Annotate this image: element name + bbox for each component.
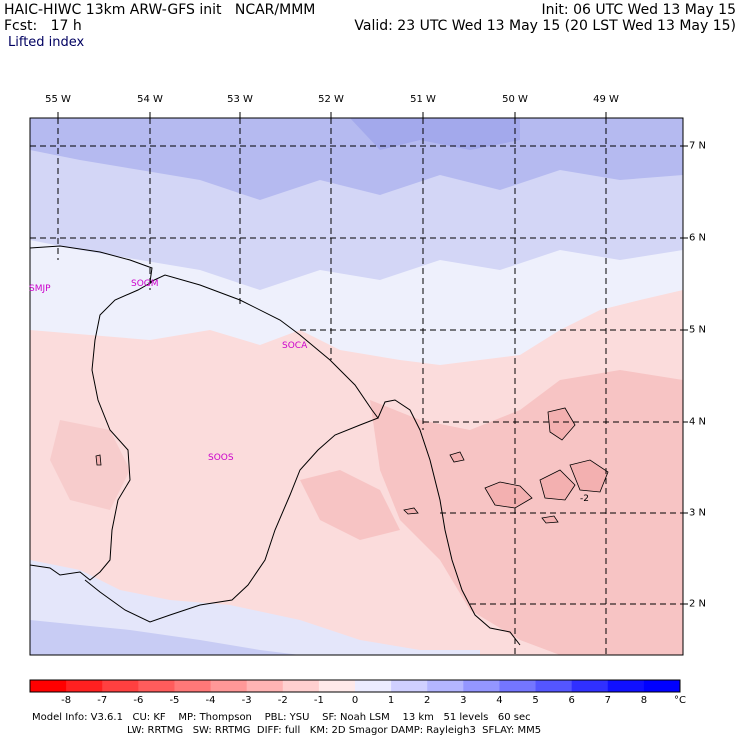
colorbar-swatch xyxy=(535,680,573,692)
colorbar-swatch xyxy=(607,680,645,692)
colorbar-tick-label: 4 xyxy=(496,695,503,706)
positive-south xyxy=(30,560,480,655)
contour-blob xyxy=(403,507,419,515)
contour-blob xyxy=(569,459,609,493)
coastline xyxy=(29,245,521,646)
colorbar-tick-label: -8 xyxy=(61,695,72,706)
contour-blob xyxy=(95,454,102,466)
lon-label: 53 W xyxy=(227,94,253,105)
lon-label: 54 W xyxy=(137,94,163,105)
colorbar-tick-label: -7 xyxy=(97,695,108,706)
colorbar-swatch xyxy=(102,680,139,692)
model-title: HAIC-HIWC 13km ARW-GFS init NCAR/MMM xyxy=(4,2,316,18)
station-label: SOCA xyxy=(282,341,308,351)
colorbar-swatch xyxy=(282,680,320,692)
station-label: SOOS xyxy=(208,453,234,463)
colorbar-tick-label: 2 xyxy=(424,695,431,706)
colorbar-tick-label: 7 xyxy=(604,695,611,706)
contour-blob xyxy=(541,515,559,524)
station-label: SOGM xyxy=(131,279,159,289)
lat-label: 3 N xyxy=(689,507,707,519)
colorbar-swatch xyxy=(246,680,284,692)
colorbar-tick-label: 3 xyxy=(460,695,467,706)
colorbar-tick-label: 8 xyxy=(640,695,648,706)
colorbar-tick-label: -2 xyxy=(277,695,288,706)
lat-label: 2 N xyxy=(689,598,707,610)
border-guyana-suriname xyxy=(29,281,153,581)
valid-time: Valid: 23 UTC Wed 13 May 15 (20 LST Wed … xyxy=(354,18,736,34)
colorbar-swatch xyxy=(174,680,212,692)
contour-blob xyxy=(547,407,576,441)
forecast-hour: Fcst: 17 h xyxy=(4,18,82,34)
contour-label: -2 xyxy=(580,494,589,504)
negative-west xyxy=(50,420,130,510)
colorbar-swatch xyxy=(318,680,356,692)
lat-lon-grid xyxy=(30,118,683,655)
negative-core-2 xyxy=(300,470,400,540)
colorbar-frame xyxy=(29,679,681,693)
colorbar-swatch xyxy=(355,680,392,692)
model-info-line-2: LW: RRTMG SW: RRTMG DIFF: full KM: 2D Sm… xyxy=(127,725,542,736)
colorbar-swatch xyxy=(499,680,537,692)
model-info-line-1: Model Info: V3.6.1 CU: KF MP: Thompson P… xyxy=(32,712,531,723)
colorbar-tick-label: -5 xyxy=(169,695,180,706)
colorbar-swatch xyxy=(571,680,609,692)
positive-south-dark xyxy=(30,620,300,655)
colorbar xyxy=(29,679,681,693)
lon-label: 55 W xyxy=(45,94,71,105)
contour-blob xyxy=(539,469,576,501)
lat-label: 6 N xyxy=(689,232,707,244)
negative-core xyxy=(370,370,683,655)
colorbar-swatch xyxy=(66,680,103,692)
colorbar-swatch xyxy=(210,680,248,692)
lon-label: 51 W xyxy=(410,94,436,105)
colorbar-tick-label: 6 xyxy=(568,695,575,706)
colorbar-tick-label: 0 xyxy=(351,695,359,706)
field-name: Lifted index xyxy=(8,35,85,50)
init-time: Init: 06 UTC Wed 13 May 15 xyxy=(541,2,736,18)
colorbar-tick-label: -6 xyxy=(133,695,144,706)
colorbar-swatch xyxy=(391,680,428,692)
colorbar-swatch xyxy=(643,680,681,692)
colorbar-swatch xyxy=(30,680,67,692)
colorbar-tick-label: 5 xyxy=(532,695,539,706)
colorbar-swatch xyxy=(427,680,464,692)
lat-label: 7 N xyxy=(689,140,707,152)
contour-blob xyxy=(484,481,533,509)
colorbar-tick-label: -4 xyxy=(205,695,216,706)
lon-label: 49 W xyxy=(593,94,619,105)
colorbar-tick-label: 1 xyxy=(387,695,395,706)
map-frame xyxy=(29,117,684,656)
lon-label: 52 W xyxy=(318,94,344,105)
lat-label: 4 N xyxy=(689,416,707,428)
colorbar-unit: °C xyxy=(674,695,686,706)
colorbar-tick-label: -3 xyxy=(241,695,252,706)
colorbar-swatch xyxy=(138,680,175,692)
axis-ticks xyxy=(57,112,688,605)
station-label: SMJP xyxy=(29,284,51,294)
colorbar-tick-label: -1 xyxy=(313,695,324,706)
lat-label: 5 N xyxy=(689,324,707,336)
lon-label: 50 W xyxy=(502,94,528,105)
border-suriname-guiana xyxy=(84,417,379,623)
colorbar-swatch xyxy=(463,680,500,692)
contour-blob xyxy=(449,451,465,463)
positive-north-darkest xyxy=(350,118,520,150)
